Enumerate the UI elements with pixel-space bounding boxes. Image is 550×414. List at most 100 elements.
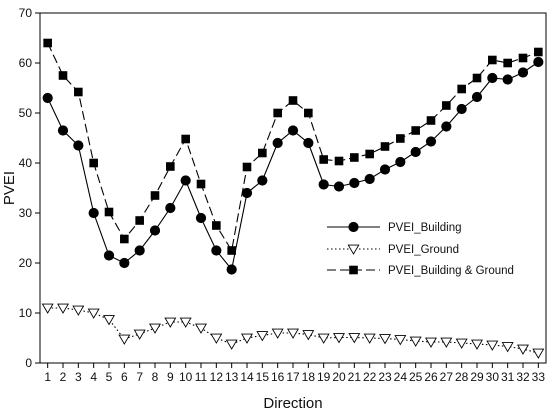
- x-axis-title: Direction: [263, 395, 322, 412]
- legend-entry: PVEI_Ground: [327, 244, 459, 256]
- data-point: [227, 246, 236, 255]
- legend-entry: PVEI_Building & Ground: [327, 265, 514, 277]
- data-point: [441, 121, 452, 132]
- y-tick-label: 10: [19, 306, 33, 320]
- data-point: [379, 164, 391, 175]
- data-point: [179, 317, 192, 328]
- y-tick-label: 0: [25, 356, 32, 370]
- x-tick-label: 19: [317, 370, 331, 384]
- data-point: [456, 103, 467, 115]
- data-point: [149, 225, 161, 236]
- data-point: [365, 149, 374, 159]
- legend-marker: [349, 265, 358, 275]
- data-point: [333, 181, 345, 192]
- y-axis-title: PVEI: [1, 171, 18, 205]
- data-point: [181, 134, 190, 144]
- legend-entry: PVEI_Building: [327, 221, 462, 234]
- y-tick-label: 60: [19, 56, 33, 70]
- x-tick-label: 18: [302, 370, 316, 384]
- data-point: [302, 330, 315, 341]
- y-tick-label: 50: [19, 106, 33, 120]
- data-point: [241, 187, 253, 199]
- y-tick-label: 20: [19, 256, 33, 270]
- x-tick-label: 3: [75, 370, 82, 384]
- legend-marker: [348, 221, 359, 233]
- data-point: [180, 175, 191, 186]
- series-line: [47, 42, 539, 253]
- data-point: [317, 333, 330, 344]
- data-point: [119, 257, 130, 269]
- x-tick-label: 13: [225, 370, 239, 384]
- x-tick-label: 7: [136, 370, 143, 384]
- data-point: [212, 221, 221, 230]
- data-point: [396, 134, 405, 143]
- x-tick-label: 4: [90, 370, 97, 384]
- data-point: [517, 344, 529, 355]
- data-point: [257, 175, 268, 186]
- data-point: [150, 191, 160, 200]
- data-point: [103, 250, 115, 261]
- data-point: [242, 162, 252, 172]
- data-point: [380, 142, 390, 151]
- data-point: [517, 67, 529, 78]
- x-tick-label: 27: [440, 370, 454, 384]
- data-point: [350, 153, 359, 162]
- data-point: [318, 179, 329, 190]
- data-point: [304, 108, 313, 118]
- data-point: [532, 348, 545, 359]
- y-tick-label: 30: [19, 206, 33, 220]
- x-tick-label: 26: [424, 370, 438, 384]
- series-2: [41, 303, 545, 359]
- data-point: [103, 315, 115, 326]
- data-point: [195, 323, 207, 334]
- data-point: [57, 125, 69, 136]
- data-point: [303, 137, 314, 149]
- x-tick-label: 17: [286, 370, 300, 384]
- data-point: [409, 336, 422, 347]
- x-tick-label: 31: [501, 370, 515, 384]
- data-point: [211, 245, 222, 256]
- data-point: [287, 328, 299, 339]
- data-point: [455, 338, 468, 349]
- x-tick-label: 11: [195, 370, 208, 384]
- data-point: [133, 329, 146, 340]
- series-1: [42, 56, 544, 275]
- data-point: [104, 207, 114, 217]
- data-point: [349, 177, 360, 189]
- legend-marker: [347, 244, 360, 255]
- data-point: [89, 158, 98, 168]
- data-point: [410, 146, 421, 158]
- data-point: [363, 333, 376, 344]
- plot-frame: [39, 12, 547, 364]
- x-tick-label: 23: [378, 370, 392, 384]
- data-point: [440, 337, 453, 348]
- data-point: [273, 108, 282, 118]
- data-point: [73, 140, 84, 151]
- data-point: [379, 334, 391, 345]
- data-point: [196, 179, 206, 189]
- data-point: [534, 47, 543, 57]
- x-tick-label: 16: [271, 370, 285, 384]
- x-tick-label: 24: [394, 370, 408, 384]
- data-point: [120, 234, 129, 244]
- data-point: [88, 207, 99, 219]
- legend-label: PVEI_Ground: [388, 244, 459, 256]
- data-point: [149, 323, 161, 334]
- x-tick-label: 33: [532, 370, 546, 384]
- data-point: [164, 317, 177, 328]
- series-layer: [41, 38, 545, 359]
- data-point: [487, 72, 498, 84]
- data-point: [334, 156, 344, 166]
- data-point: [57, 303, 69, 314]
- data-point: [471, 339, 483, 350]
- x-tick-label: 6: [121, 370, 128, 384]
- data-point: [395, 156, 406, 168]
- series-3: [43, 38, 543, 255]
- x-tick-label: 14: [240, 370, 254, 384]
- data-point: [471, 91, 483, 103]
- data-point: [118, 334, 131, 345]
- data-point: [72, 305, 85, 316]
- data-point: [210, 333, 223, 344]
- data-point: [43, 38, 52, 48]
